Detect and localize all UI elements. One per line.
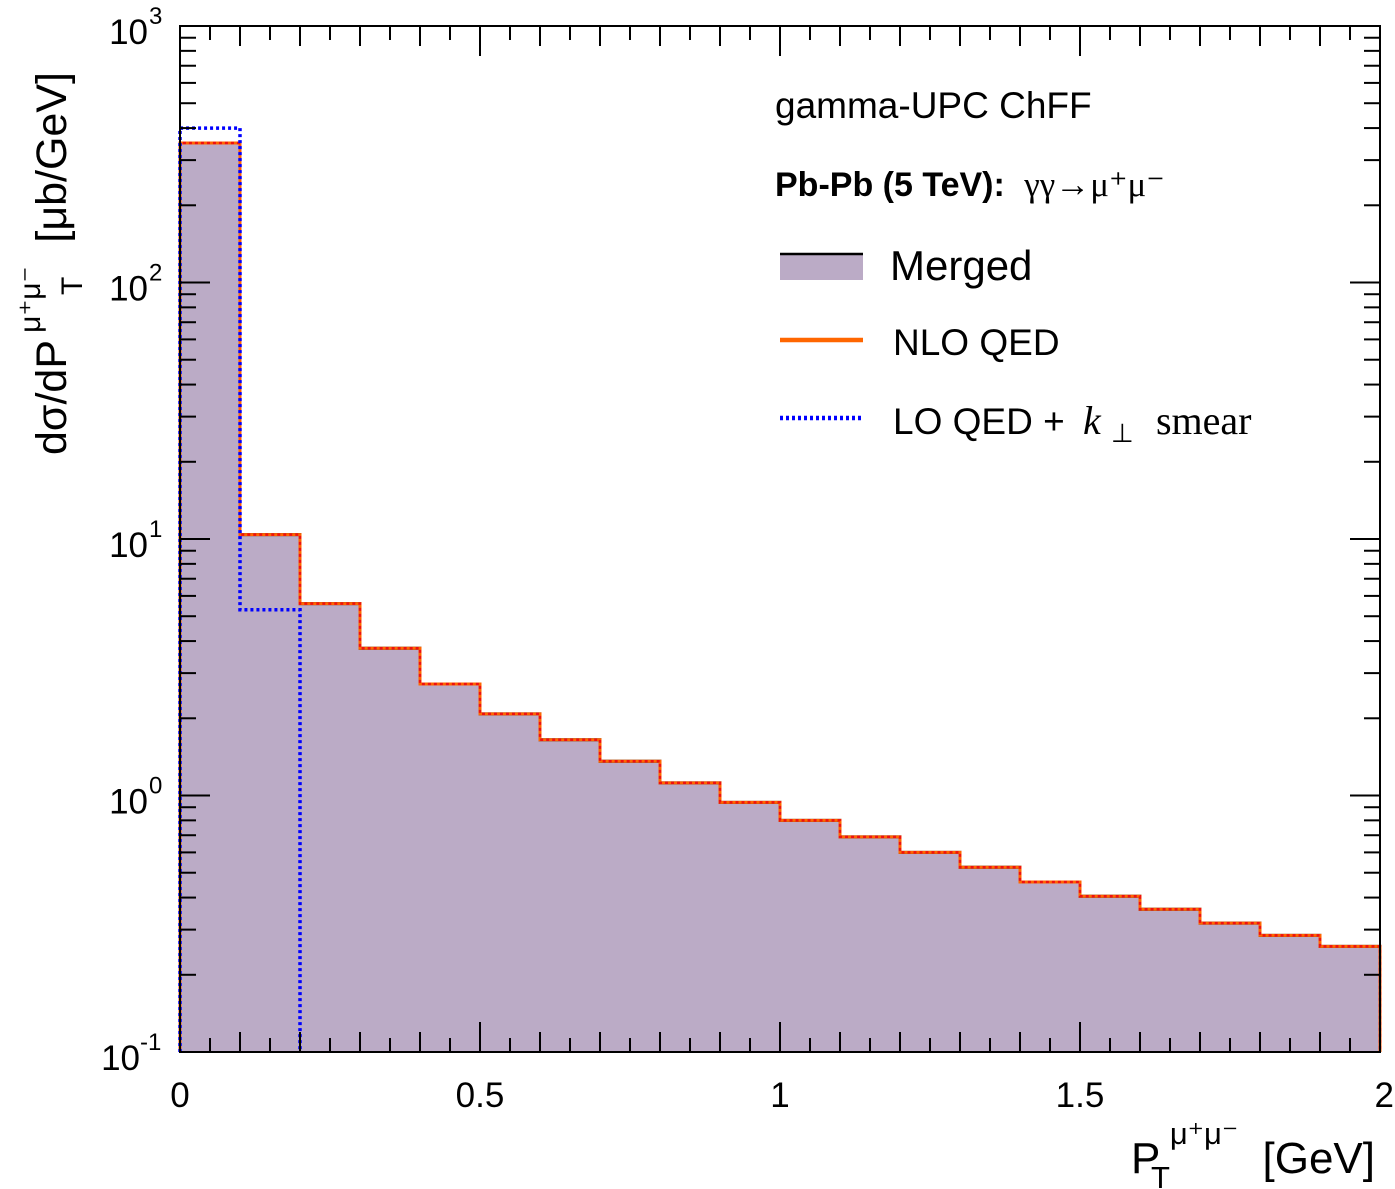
merged-bar-4 (420, 684, 480, 1052)
x-axis-label: P μ⁺μ⁻ [GeV] (1131, 1105, 1375, 1183)
x-axis-label-sub: T (1151, 1160, 1170, 1189)
x-tick-label-1: 0.5 (456, 1076, 505, 1115)
merged-bar-15 (1080, 896, 1140, 1052)
y-tick-label-base-3: 10 (109, 270, 148, 309)
merged-bar-14 (1020, 882, 1080, 1052)
merged-bar-13 (960, 867, 1020, 1052)
y-tick-label-exp-2: 1 (149, 516, 162, 543)
merged-bar-9 (720, 802, 780, 1052)
merged-bar-6 (540, 739, 600, 1052)
subtitle-process: γγ→μ⁺μ⁻ (1023, 165, 1164, 204)
y-axis-label-sub: T (56, 277, 89, 295)
chart-title: gamma-UPC ChFF (775, 85, 1092, 126)
y-axis-label-unit: [μb/GeV] (28, 72, 76, 243)
legend-label-lo-main: LO QED + (893, 401, 1065, 442)
merged-dotted-overlay (178, 141, 1382, 1052)
x-tick-label-4: 2 (1375, 1076, 1394, 1115)
legend-label-merged: Merged (890, 242, 1032, 289)
y-tick-label-exp-0: -1 (140, 1029, 161, 1056)
x-axis-label-sup: μ⁺μ⁻ (1170, 1116, 1238, 1151)
x-axis-label-base: P (1131, 1134, 1160, 1183)
merged-bar-10 (780, 820, 840, 1052)
merged-bar-3 (360, 648, 420, 1052)
merged-bar-7 (600, 761, 660, 1052)
merged-bar-2 (300, 603, 360, 1052)
axis-ticks-group (179, 26, 1381, 1053)
legend-swatch-merged (780, 254, 863, 280)
legend-label-lo-perp: ⊥ (1111, 419, 1134, 448)
y-tick-label-exp-4: 3 (149, 3, 162, 30)
legend-label-lo-tail: smear (1156, 398, 1252, 443)
x-tick-label-2: 1 (770, 1076, 789, 1115)
legend: Merged NLO QED LO QED + k ⊥ smear (780, 242, 1251, 450)
y-axis-label-group: dσ/dP μ⁺μ⁻ [μb/GeV] T (2, 72, 89, 455)
merged-bar-5 (480, 713, 540, 1052)
x-axis-label-unit: [GeV] (1263, 1134, 1376, 1183)
merged-bar-12 (900, 852, 960, 1052)
y-tick-label-base-4: 10 (109, 13, 148, 52)
merged-bar-16 (1140, 909, 1200, 1052)
y-tick-label-exp-1: 0 (149, 773, 162, 800)
y-tick-label-base-0: 10 (101, 1039, 140, 1078)
y-tick-label-base-1: 10 (109, 783, 148, 822)
merged-bar-18 (1260, 935, 1320, 1052)
x-tick-label-3: 1.5 (1056, 1076, 1105, 1115)
y-tick-label-exp-3: 2 (149, 260, 162, 287)
subtitle-bold: Pb-Pb (5 TeV): (775, 166, 1005, 204)
merged-bar-1 (240, 534, 300, 1052)
legend-label-lo-k: k (1083, 398, 1102, 443)
y-axis-label-prefix: dσ/dP (28, 341, 76, 455)
y-axis-label: dσ/dP μ⁺μ⁻ [μb/GeV] (2, 72, 76, 455)
legend-label-lo: LO QED + k ⊥ smear (893, 398, 1251, 450)
merged-fill-group (180, 142, 1380, 1053)
merged-bar-8 (660, 782, 720, 1052)
merged-bar-0 (180, 142, 240, 1053)
y-axis-label-sup: μ⁺μ⁻ (14, 267, 47, 333)
legend-label-nlo: NLO QED (893, 322, 1060, 363)
merged-bar-17 (1200, 923, 1260, 1052)
merged-bar-19 (1320, 946, 1380, 1052)
chart-subtitle: Pb-Pb (5 TeV): γγ→μ⁺μ⁻ (775, 165, 1165, 204)
x-tick-label-0: 0 (170, 1076, 189, 1115)
y-tick-label-base-2: 10 (109, 526, 148, 565)
merged-bar-11 (840, 836, 900, 1052)
